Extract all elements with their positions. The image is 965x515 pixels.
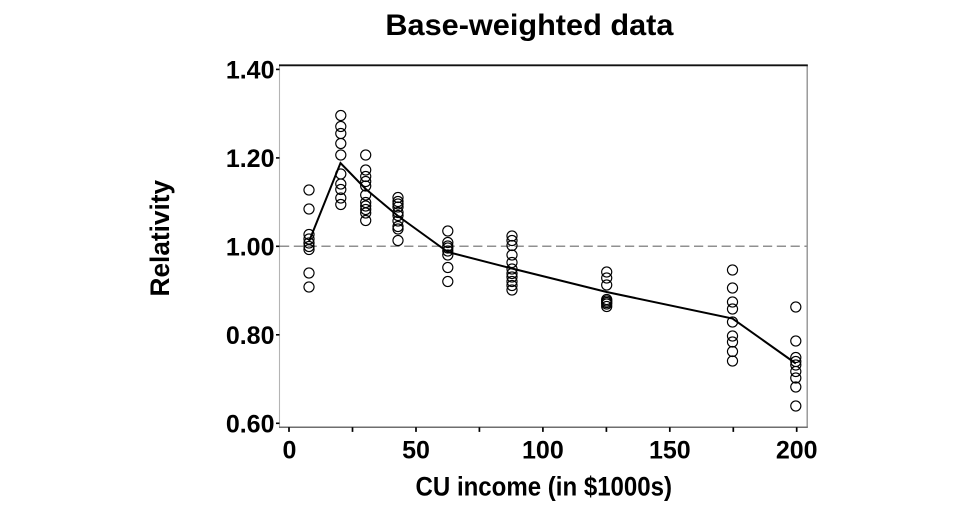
svg-text:150: 150 [649, 437, 691, 465]
svg-text:Relativity: Relativity [145, 180, 175, 297]
svg-text:50: 50 [402, 437, 430, 465]
svg-text:200: 200 [776, 437, 818, 465]
svg-text:0: 0 [283, 437, 297, 465]
svg-text:0.80: 0.80 [226, 322, 275, 350]
svg-text:1.40: 1.40 [226, 57, 275, 85]
svg-text:0.60: 0.60 [226, 411, 275, 439]
svg-text:100: 100 [522, 437, 564, 465]
svg-text:CU income (in $1000s): CU income (in $1000s) [416, 471, 673, 501]
svg-text:1.20: 1.20 [226, 145, 275, 173]
svg-text:1.00: 1.00 [226, 234, 275, 262]
svg-text:Base-weighted data: Base-weighted data [385, 9, 673, 42]
